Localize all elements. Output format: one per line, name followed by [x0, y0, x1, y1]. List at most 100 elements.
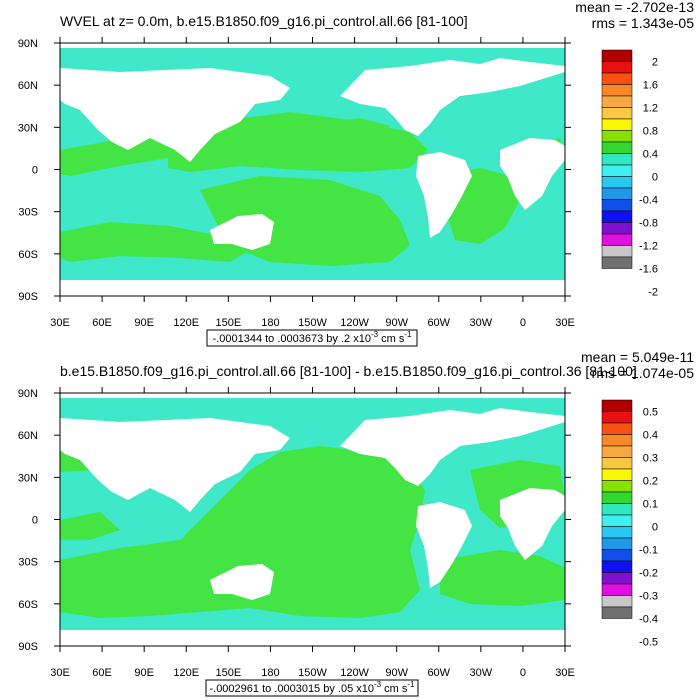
colorbar-box — [601, 491, 633, 504]
colorbar-box — [601, 606, 633, 619]
colorbar-label: 1.2 — [643, 103, 658, 115]
colorbar-box — [601, 572, 633, 585]
colorbar-box — [601, 399, 633, 412]
panel-1-map — [60, 43, 565, 296]
y-tick-label: 90N — [18, 38, 38, 50]
panel-1-range-frame — [206, 329, 418, 347]
colorbar-label: -0.3 — [639, 591, 658, 603]
colorbar-box — [601, 95, 633, 108]
colorbar-box — [601, 49, 633, 62]
colorbar-box — [601, 72, 633, 85]
x-tick-label: 60W — [427, 317, 450, 329]
y-tick-label: 60S — [18, 599, 38, 611]
panel-2-mean: mean = 5.049e-11 — [581, 349, 694, 365]
colorbar-box — [601, 176, 633, 189]
panel-1-range-text: -.0001344 to .0003673 by .2 x10-3 cm s-1 — [213, 330, 412, 345]
colorbar-box — [601, 118, 633, 131]
colorbar-box — [601, 514, 633, 527]
colorbar-box — [601, 445, 633, 458]
colorbar-box — [601, 153, 633, 166]
colorbar-box — [601, 233, 633, 246]
x-tick-label: 180 — [261, 317, 279, 329]
colorbar-box — [601, 256, 633, 269]
y-tick-label: 90S — [18, 641, 38, 653]
x-tick-label: 90E — [134, 667, 154, 679]
y-tick-label: 30S — [18, 207, 38, 219]
x-tick-label: 30E — [555, 317, 575, 329]
y-tick-label: 60N — [18, 430, 38, 442]
panel-2: b.e15.B1850.f09_g16.pi_control.all.66 [8… — [18, 349, 695, 697]
colorbar-box — [601, 434, 633, 447]
x-tick-label: 120E — [173, 317, 199, 329]
panel-2-map — [60, 393, 565, 646]
x-tick-label: 0 — [520, 667, 526, 679]
panel-2-rms: rms = 1.074e-05 — [592, 365, 695, 381]
colorbar-label: 0.5 — [643, 407, 658, 419]
x-tick-label: 30E — [50, 317, 70, 329]
panel-1-land — [60, 43, 565, 296]
colorbar-box — [601, 595, 633, 608]
x-tick-label: 60E — [92, 667, 112, 679]
panel-2-colorbar: 0.5 0.4 0.3 0.2 0.1 0 -0.1 -0.2 -0.3 -0.4 -0.5 — [601, 399, 658, 649]
y-tick-label: 60S — [18, 249, 38, 261]
colorbar-box — [601, 222, 633, 235]
colorbar-label: 0 — [652, 522, 658, 534]
colorbar-label: 0.1 — [643, 499, 658, 511]
x-tick-label: 0 — [520, 317, 526, 329]
y-tick-label: 60N — [18, 80, 38, 92]
colorbar-box — [601, 187, 633, 200]
x-tick-label: 120W — [340, 317, 369, 329]
colorbar-label: 2 — [652, 57, 658, 69]
y-tick-label: 30N — [18, 122, 38, 134]
panel-1-title: WVEL at z= 0.0m, b.e15.B1850.f09_g16.pi_… — [60, 13, 468, 29]
colorbar-label: -2 — [648, 287, 658, 299]
panel-1-colorbar: 2 1.6 1.2 0.8 0.4 0 -0.4 -0.8 -1.2 -1.6 -2 — [601, 49, 658, 299]
colorbar-box — [601, 164, 633, 177]
colorbar-box — [601, 503, 633, 516]
colorbar-box — [601, 210, 633, 223]
colorbar-box — [601, 468, 633, 481]
colorbar-label: 0.8 — [643, 126, 658, 138]
colorbar-box — [601, 480, 633, 493]
panel-2-range-box: -.0002961 to .0003015 by .05 x10-3 cm s-… — [205, 679, 419, 697]
x-tick-label: 30W — [470, 667, 493, 679]
y-tick-label: 30N — [18, 472, 38, 484]
panel-2-land — [60, 393, 565, 646]
colorbar-box — [601, 549, 633, 562]
colorbar-label: -0.4 — [639, 614, 658, 626]
x-tick-label: 30E — [50, 667, 70, 679]
x-tick-label: 150E — [215, 317, 241, 329]
panel-2-range-frame — [205, 679, 419, 697]
colorbar-label: -0.5 — [639, 637, 658, 649]
colorbar-box — [601, 537, 633, 550]
colorbar-box — [601, 107, 633, 120]
colorbar-box — [601, 130, 633, 143]
colorbar-label: 0 — [652, 172, 658, 184]
x-tick-label: 120E — [173, 667, 199, 679]
colorbar-label: -0.1 — [639, 545, 658, 557]
x-tick-label: 60W — [427, 667, 450, 679]
colorbar-label: 1.6 — [643, 80, 658, 92]
colorbar-label: 0.4 — [643, 149, 658, 161]
panel-1-axes: 30E 60E 90E 120E 150E 180 150W 120W 90W 60W 30W 0 30… — [18, 37, 575, 329]
colorbar-box — [601, 141, 633, 154]
colorbar-box — [601, 526, 633, 539]
colorbar-label: -0.8 — [639, 218, 658, 230]
panel-2-title: b.e15.B1850.f09_g16.pi_control.all.66 [8… — [60, 363, 637, 379]
y-tick-label: 0 — [32, 515, 38, 527]
colorbar-box — [601, 583, 633, 596]
colorbar-label: -0.2 — [639, 568, 658, 580]
x-tick-label: 30W — [470, 317, 493, 329]
y-tick-label: 30S — [18, 557, 38, 569]
colorbar-box — [601, 411, 633, 424]
colorbar-label: 0.2 — [643, 476, 658, 488]
colorbar-label: 0.3 — [643, 453, 658, 465]
colorbar-box — [601, 560, 633, 573]
panel-2-axes: 30E 60E 90E 120E 150E 180 150W 120W 90W 60W 30W 0 30… — [18, 387, 575, 679]
y-tick-label: 90N — [18, 388, 38, 400]
colorbar-box — [601, 422, 633, 435]
panel-1-rms: rms = 1.343e-05 — [592, 15, 695, 31]
x-tick-label: 90W — [385, 317, 408, 329]
colorbar-label: -0.4 — [639, 195, 658, 207]
